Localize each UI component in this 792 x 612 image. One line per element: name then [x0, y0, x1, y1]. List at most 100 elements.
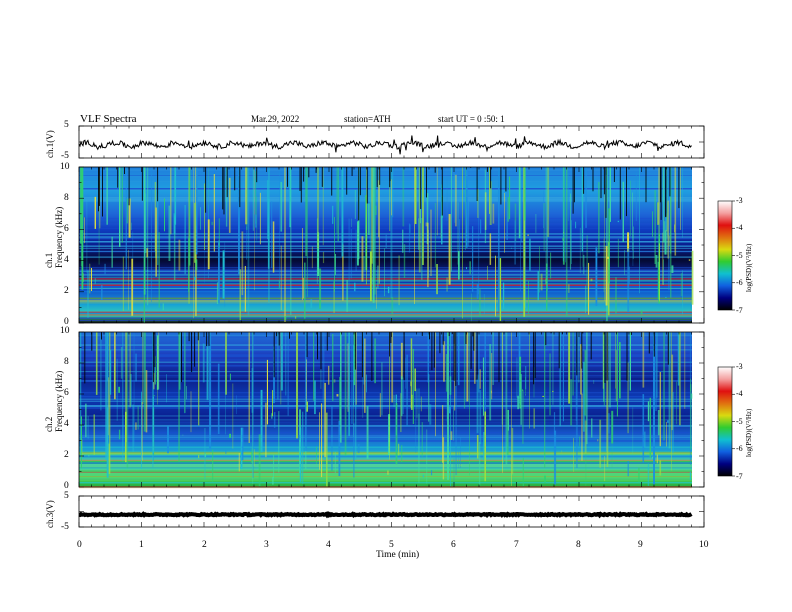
sferic-streak [520, 374, 522, 425]
dark-streak [465, 332, 467, 344]
sferic-streak [670, 167, 672, 298]
sferic-streak [265, 402, 267, 458]
sferic-streak [629, 332, 631, 391]
sferic-streak [624, 250, 625, 276]
sferic-streak [141, 391, 142, 469]
sferic-streak [667, 202, 669, 237]
xtick-4: 4 [326, 540, 331, 550]
sferic-streak [671, 354, 674, 431]
sferic-streak [562, 237, 565, 241]
sferic-streak [422, 474, 425, 478]
sferic-streak [504, 192, 505, 253]
cb1-tick-m3: -3 [736, 196, 743, 205]
sferic-streak [143, 257, 145, 323]
sferic-streak [537, 270, 539, 301]
spectral-band [79, 290, 692, 293]
sferic-streak [143, 167, 146, 295]
spectral-band [79, 452, 692, 454]
spectral-band [79, 347, 692, 349]
sferic-streak [597, 439, 599, 442]
spectral-band [79, 241, 692, 243]
station-label: station=ATH [344, 114, 391, 124]
sferic-streak [573, 438, 574, 472]
sferic-streak [129, 332, 131, 408]
spectral-band [79, 406, 692, 409]
sferic-streak [409, 224, 411, 233]
sferic-streak [204, 453, 206, 458]
spectral-band [79, 236, 692, 239]
dark-streak [390, 332, 392, 343]
sferic-streak [472, 226, 474, 292]
sferic-streak [459, 219, 460, 271]
sferic-streak [384, 248, 385, 297]
sferic-streak [652, 211, 653, 237]
sferic-streak [302, 411, 304, 484]
sferic-streak [267, 180, 269, 240]
dark-streak [331, 167, 333, 196]
dark-streak [473, 332, 475, 351]
sferic-streak [157, 193, 159, 266]
sferic-streak [599, 419, 602, 468]
sferic-streak [306, 277, 308, 289]
sferic-streak [662, 232, 664, 285]
spectral-band [79, 392, 692, 394]
sferic-streak [195, 167, 198, 255]
sferic-streak [659, 460, 662, 476]
sferic-streak [629, 180, 631, 237]
sferic-streak [251, 448, 253, 453]
sferic-streak [426, 429, 428, 484]
sferic-streak [647, 401, 650, 422]
sferic-streak [668, 332, 671, 449]
sferic-streak [543, 203, 545, 251]
dark-streak [667, 332, 669, 365]
sferic-streak [332, 205, 334, 224]
sferic-streak [525, 393, 526, 396]
ch1-ytick-bottom: -5 [61, 151, 69, 161]
sferic-streak [605, 246, 608, 306]
sferic-streak [540, 273, 543, 291]
sferic-streak [658, 167, 660, 261]
spectral-band [79, 380, 692, 382]
dark-streak [429, 332, 430, 340]
dark-streak [306, 332, 308, 358]
sferic-streak [153, 332, 154, 461]
spectral-band [79, 415, 692, 417]
ch1-spec-ytick-2: 2 [64, 286, 69, 296]
cb1-label: log(PSD)(V²/Hz) [745, 243, 753, 292]
dark-streak [534, 332, 536, 378]
sferic-streak [458, 251, 460, 280]
sferic-streak [381, 362, 383, 416]
spectral-band [79, 188, 692, 191]
sferic-streak [94, 278, 96, 284]
sferic-streak [571, 220, 572, 264]
sferic-streak [306, 401, 308, 412]
sferic-streak [545, 278, 547, 285]
sferic-streak [480, 219, 482, 234]
cb2-tick-m7: -7 [736, 472, 743, 481]
sferic-streak [290, 167, 292, 315]
dark-streak [426, 167, 427, 198]
sferic-streak [507, 410, 509, 431]
sferic-streak [664, 221, 667, 255]
sferic-streak [87, 270, 89, 318]
dark-streak [500, 167, 502, 205]
sferic-streak [427, 332, 429, 383]
spectral-band [79, 256, 692, 258]
sferic-streak [218, 240, 220, 304]
sferic-streak [184, 205, 186, 275]
ch1-spec-ytick-0: 0 [64, 317, 69, 327]
sferic-streak [178, 239, 181, 271]
ch2-spec-ytick-10: 10 [60, 326, 70, 336]
sferic-streak [455, 332, 457, 476]
sferic-streak [137, 406, 139, 430]
spectral-band [79, 467, 692, 469]
spectral-band [79, 274, 692, 276]
sferic-streak [206, 346, 209, 401]
sferic-streak [489, 344, 492, 421]
spectral-band [79, 227, 692, 229]
sferic-streak [322, 332, 325, 447]
sferic-streak [549, 353, 551, 416]
sferic-streak [246, 167, 248, 230]
sferic-streak [492, 203, 495, 224]
ch1-spec-ytick-4: 4 [64, 255, 69, 265]
